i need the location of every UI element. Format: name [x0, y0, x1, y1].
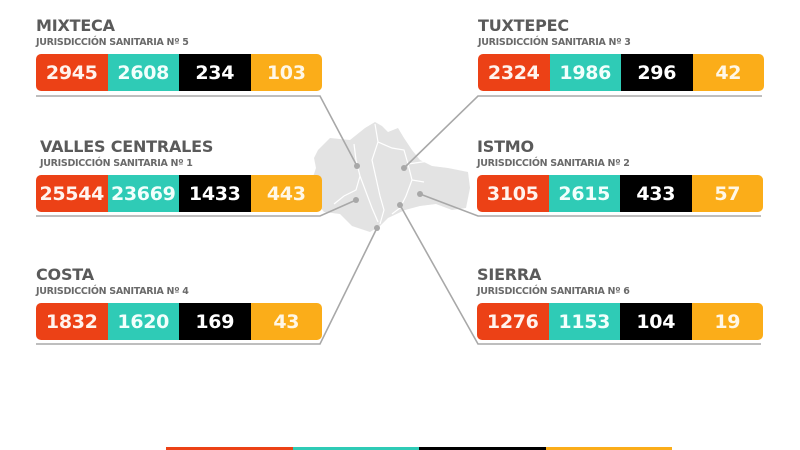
recovered-count: 2615 — [548, 175, 620, 212]
recovered-count: 1986 — [549, 54, 621, 91]
confirmed-count: 25544 — [36, 175, 108, 212]
confirmed-count: 1832 — [36, 303, 108, 340]
confirmed-count: 2945 — [36, 54, 108, 91]
region-valles-centrales: VALLES CENTRALES JURISDICCIÓN SANITARIA … — [36, 138, 322, 212]
deaths-count: 169 — [179, 303, 251, 340]
region-jurisdiction: JURISDICCIÓN SANITARIA Nº 6 — [477, 286, 630, 297]
stats-bar: 1276 1153 104 19 — [477, 303, 763, 340]
confirmed-count: 2324 — [478, 54, 550, 91]
stats-bar: 3105 2615 433 57 — [477, 175, 763, 212]
region-jurisdiction: JURISDICCIÓN SANITARIA Nº 3 — [478, 37, 631, 48]
active-count: 103 — [250, 54, 322, 91]
active-count: 443 — [250, 175, 322, 212]
recovered-count: 1153 — [548, 303, 620, 340]
region-jurisdiction: JURISDICCIÓN SANITARIA Nº 2 — [477, 158, 630, 169]
stats-bar: 2324 1986 296 42 — [478, 54, 764, 91]
region-tuxtepec: TUXTEPEC JURISDICCIÓN SANITARIA Nº 3 232… — [478, 17, 764, 91]
region-jurisdiction: JURISDICCIÓN SANITARIA Nº 1 — [40, 158, 193, 169]
legend-confirmed-swatch — [166, 447, 293, 450]
region-title: VALLES CENTRALES — [40, 137, 214, 156]
legend-color-strip — [166, 447, 672, 450]
region-title: TUXTEPEC — [478, 16, 569, 35]
region-sierra: SIERRA JURISDICCIÓN SANITARIA Nº 6 1276 … — [477, 266, 763, 340]
deaths-count: 234 — [179, 54, 251, 91]
region-jurisdiction: JURISDICCIÓN SANITARIA Nº 5 — [36, 37, 189, 48]
region-borders — [333, 123, 437, 225]
stats-bar: 1832 1620 169 43 — [36, 303, 322, 340]
region-title: COSTA — [36, 265, 94, 284]
recovered-count: 23669 — [107, 175, 179, 212]
deaths-count: 1433 — [179, 175, 251, 212]
recovered-count: 2608 — [107, 54, 179, 91]
legend-deaths-swatch — [419, 447, 546, 450]
region-dots — [353, 163, 423, 231]
region-istmo: ISTMO JURISDICCIÓN SANITARIA Nº 2 3105 2… — [477, 138, 763, 212]
active-count: 42 — [692, 54, 764, 91]
active-count: 19 — [691, 303, 763, 340]
confirmed-count: 1276 — [477, 303, 549, 340]
region-title: ISTMO — [477, 137, 534, 156]
region-title: MIXTECA — [36, 16, 115, 35]
active-count: 43 — [250, 303, 322, 340]
region-title: SIERRA — [477, 265, 542, 284]
state-outline — [312, 122, 470, 232]
stats-bar: 2945 2608 234 103 — [36, 54, 322, 91]
recovered-count: 1620 — [107, 303, 179, 340]
legend-recovered-swatch — [292, 447, 419, 450]
region-jurisdiction: JURISDICCIÓN SANITARIA Nº 4 — [36, 286, 189, 297]
region-mixteca: MIXTECA JURISDICCIÓN SANITARIA Nº 5 2945… — [36, 17, 322, 91]
legend-active-swatch — [545, 447, 672, 450]
active-count: 57 — [691, 175, 763, 212]
deaths-count: 296 — [621, 54, 693, 91]
confirmed-count: 3105 — [477, 175, 549, 212]
stats-bar: 25544 23669 1433 443 — [36, 175, 322, 212]
deaths-count: 433 — [620, 175, 692, 212]
deaths-count: 104 — [620, 303, 692, 340]
region-costa: COSTA JURISDICCIÓN SANITARIA Nº 4 1832 1… — [36, 266, 322, 340]
